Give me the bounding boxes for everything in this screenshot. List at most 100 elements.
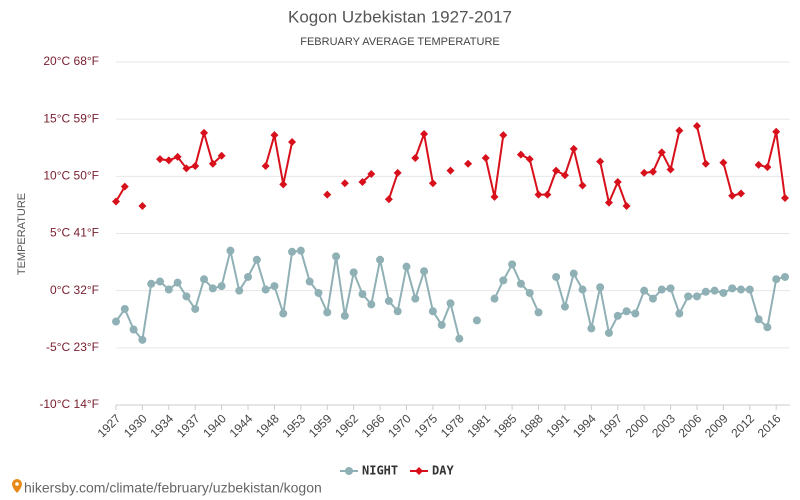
chart-title: Kogon Uzbekistan 1927-2017 [288, 7, 512, 26]
legend-label: DAY [432, 464, 454, 478]
x-tick-label: 1985 [491, 411, 520, 440]
point [701, 159, 710, 168]
point [296, 246, 305, 255]
y-tick-label: 15°C 59°F [43, 111, 99, 125]
point [358, 290, 367, 299]
point [270, 131, 279, 140]
point [164, 156, 173, 165]
point [622, 307, 631, 316]
point [552, 272, 561, 281]
x-tick-label: 2000 [623, 411, 652, 440]
source-url: hikersby.com/climate/february/uzbekistan… [24, 480, 322, 496]
point [692, 122, 701, 131]
point [648, 167, 657, 176]
point [464, 159, 473, 168]
point [499, 276, 508, 285]
point [534, 308, 543, 317]
point [596, 283, 605, 292]
point [384, 296, 393, 305]
x-tick-label: 1940 [200, 411, 229, 440]
point [252, 255, 261, 264]
point [138, 202, 147, 211]
point [314, 288, 323, 297]
x-tick-label: 1959 [306, 411, 335, 440]
point [534, 190, 543, 199]
y-tick-label: 5°C 41°F [50, 226, 99, 240]
point [340, 311, 349, 320]
point [596, 157, 605, 166]
point [270, 282, 279, 291]
x-tick-label: 1988 [517, 411, 546, 440]
legend-item: DAY [410, 464, 454, 478]
point [411, 294, 420, 303]
point [657, 148, 666, 157]
point [226, 246, 235, 255]
point [604, 328, 613, 337]
point [587, 324, 596, 333]
point [666, 165, 675, 174]
point [525, 288, 534, 297]
point [332, 252, 341, 261]
point [781, 272, 789, 281]
point [719, 288, 728, 297]
pin-hole [15, 482, 19, 486]
point [754, 160, 763, 169]
point [516, 279, 525, 288]
y-tick-label: 10°C 50°F [43, 169, 99, 183]
point [411, 154, 420, 163]
x-tick-label: 1966 [359, 411, 388, 440]
point [710, 286, 719, 295]
point [613, 311, 622, 320]
legend-label: NIGHT [362, 464, 398, 478]
point [173, 278, 182, 287]
point [763, 323, 772, 332]
point [490, 192, 499, 201]
point [420, 267, 429, 276]
x-tick-label: 2016 [755, 411, 784, 440]
point [120, 304, 129, 313]
point [200, 275, 209, 284]
point [129, 325, 138, 334]
source: hikersby.com/climate/february/uzbekistan… [12, 479, 322, 496]
point [481, 154, 490, 163]
point [288, 138, 297, 147]
point [349, 268, 358, 277]
point [525, 155, 534, 164]
point [367, 300, 376, 309]
point [640, 168, 649, 177]
point [569, 269, 578, 278]
point [631, 309, 640, 318]
point [763, 163, 772, 172]
legend-marker [415, 467, 423, 475]
x-tick-label: 1991 [544, 411, 573, 440]
point [437, 320, 446, 329]
point [499, 131, 508, 140]
point [666, 284, 675, 293]
point [393, 168, 402, 177]
x-tick-label: 1927 [95, 411, 124, 440]
point [208, 159, 217, 168]
point [305, 277, 314, 286]
pin-icon [12, 479, 22, 493]
x-tick-label: 1930 [121, 411, 150, 440]
y-axis-label: TEMPERATURE [16, 193, 28, 275]
point [613, 178, 622, 187]
x-tick-label: 2006 [676, 411, 705, 440]
chart-subtitle: FEBRUARY AVERAGE TEMPERATURE [300, 36, 499, 48]
point [736, 285, 745, 294]
point [182, 292, 191, 301]
point [235, 286, 244, 295]
point [244, 272, 253, 281]
x-tick-label: 1970 [385, 411, 414, 440]
x-tick-label: 1981 [464, 411, 493, 440]
point [147, 279, 156, 288]
point [112, 317, 120, 326]
point [402, 262, 411, 271]
point [684, 292, 693, 301]
point [358, 178, 367, 187]
point [156, 277, 165, 286]
point [552, 166, 561, 175]
point [217, 151, 226, 160]
point [393, 307, 402, 316]
x-tick-label: 1944 [227, 411, 256, 440]
